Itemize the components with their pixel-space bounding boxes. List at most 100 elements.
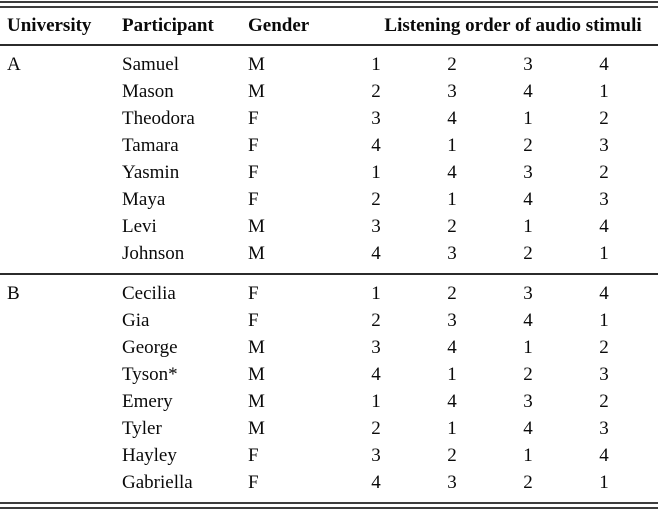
order-cell-2: 4 [447,107,457,129]
gender-cell: M [248,80,265,102]
gender-cell: M [248,215,265,237]
gender-cell: M [248,417,265,439]
university-cell [0,132,115,159]
order-cell-4: 3 [599,363,609,385]
table-row: Tyler M 2 1 4 3 [0,415,658,442]
order-cell-4: 2 [599,161,609,183]
order-cell-1: 4 [371,134,381,156]
order-cell-4: 2 [599,107,609,129]
table-row: Gia F 2 3 4 1 [0,307,658,334]
gender-cell: F [248,282,259,304]
gender-cell: M [248,390,265,412]
table-row: Theodora F 3 4 1 2 [0,105,658,132]
order-cell-4: 2 [599,336,609,358]
participant-cell: Samuel [122,53,179,75]
order-cell-2: 4 [447,336,457,358]
order-cell-1: 3 [371,215,381,237]
table-row: Levi M 3 2 1 4 [0,213,658,240]
order-cell-4: 1 [599,471,609,493]
header-row: University Participant Gender Listening … [0,4,658,46]
university-cell [0,388,115,415]
order-cell-3: 3 [523,53,533,75]
order-cell-1: 1 [371,161,381,183]
order-cell-2: 1 [447,188,457,210]
participant-cell: Cecilia [122,282,176,304]
order-cell-4: 1 [599,309,609,331]
order-cell-4: 3 [599,417,609,439]
order-cell-1: 3 [371,107,381,129]
participant-cell: Johnson [122,242,185,264]
order-cell-1: 2 [371,80,381,102]
order-cell-2: 1 [447,134,457,156]
table-row: Emery M 1 4 3 2 [0,388,658,415]
participant-cell: Yasmin [122,161,180,183]
gender-cell: F [248,444,259,466]
participant-cell: Emery [122,390,173,412]
order-cell-2: 3 [447,80,457,102]
gender-cell: M [248,336,265,358]
university-cell [0,105,115,132]
university-cell: B [7,282,20,304]
order-cell-3: 1 [523,336,533,358]
table-row: Johnson M 4 3 2 1 [0,240,658,274]
order-cell-3: 4 [523,309,533,331]
order-cell-4: 4 [599,282,609,304]
order-cell-1: 4 [371,471,381,493]
order-cell-3: 2 [523,242,533,264]
university-cell [0,240,115,274]
gender-cell: F [248,188,259,210]
university-cell: A [7,53,21,75]
col-header-participant: Participant [115,4,241,46]
order-cell-4: 1 [599,80,609,102]
university-cell [0,334,115,361]
order-cell-3: 3 [523,390,533,412]
order-cell-3: 2 [523,471,533,493]
gender-cell: M [248,53,265,75]
university-cell [0,469,115,506]
order-cell-3: 4 [523,417,533,439]
order-cell-3: 2 [523,134,533,156]
section-university-a: A Samuel M 1 2 3 4 Mason M 2 3 4 1 Theod… [0,45,658,274]
order-cell-3: 4 [523,80,533,102]
order-cell-2: 3 [447,471,457,493]
col-header-university: University [0,4,115,46]
gender-cell: F [248,134,259,156]
section-university-b: B Cecilia F 1 2 3 4 Gia F 2 3 4 1 George… [0,274,658,506]
university-cell [0,442,115,469]
gender-cell: F [248,161,259,183]
table-row: Tamara F 4 1 2 3 [0,132,658,159]
order-cell-4: 1 [599,242,609,264]
gender-cell: F [248,471,259,493]
table-row: Maya F 2 1 4 3 [0,186,658,213]
participant-cell: Theodora [122,107,195,129]
university-cell [0,78,115,105]
gender-cell: F [248,107,259,129]
order-cell-2: 3 [447,309,457,331]
table-header: University Participant Gender Listening … [0,4,658,46]
order-cell-2: 1 [447,417,457,439]
participant-cell: Gia [122,309,150,331]
order-cell-4: 4 [599,215,609,237]
order-cell-2: 2 [447,282,457,304]
university-cell [0,186,115,213]
table-row: George M 3 4 1 2 [0,334,658,361]
order-cell-3: 1 [523,107,533,129]
order-cell-2: 2 [447,444,457,466]
order-cell-4: 3 [599,134,609,156]
gender-cell: F [248,309,259,331]
order-cell-2: 3 [447,242,457,264]
order-cell-3: 4 [523,188,533,210]
participant-cell: Levi [122,215,157,237]
order-cell-2: 4 [447,161,457,183]
participant-cell: George [122,336,178,358]
participant-cell: Gabriella [122,471,193,493]
order-cell-1: 1 [371,390,381,412]
order-cell-1: 3 [371,444,381,466]
participant-cell: Maya [122,188,166,210]
table-row: Tyson* M 4 1 2 3 [0,361,658,388]
order-cell-4: 2 [599,390,609,412]
order-cell-1: 2 [371,309,381,331]
order-cell-4: 4 [599,444,609,466]
university-cell [0,415,115,442]
order-cell-1: 4 [371,242,381,264]
